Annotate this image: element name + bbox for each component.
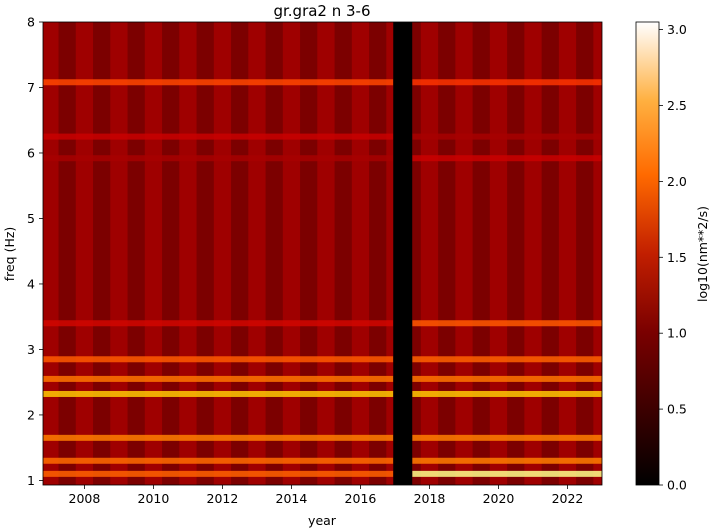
x-tick-label: 2018 xyxy=(414,491,446,506)
colorbar-tick-label: 2.0 xyxy=(667,174,687,189)
colorbar-tick-label: 0.5 xyxy=(667,402,687,417)
freq-band xyxy=(43,434,394,441)
x-axis-label: year xyxy=(308,513,337,528)
x-axis: 2008 2010 2012 2014 2016 2018 2020 2022 xyxy=(69,485,584,506)
season-stripe xyxy=(369,22,387,485)
freq-band xyxy=(43,470,394,477)
y-axis: 1 2 3 4 5 6 7 8 xyxy=(27,15,43,488)
heatmap-background xyxy=(43,22,602,485)
season-stripe xyxy=(127,22,145,485)
x-tick-label: 2022 xyxy=(552,491,584,506)
freq-band xyxy=(43,356,394,363)
season-stripe xyxy=(265,22,283,485)
freq-band xyxy=(412,457,602,464)
colorbar-tick-label: 2.5 xyxy=(667,98,687,113)
freq-band xyxy=(412,375,602,382)
y-tick-label: 5 xyxy=(27,211,35,226)
freq-band xyxy=(412,155,602,162)
freq-band xyxy=(43,457,394,464)
season-stripe xyxy=(438,22,456,485)
season-stripe xyxy=(541,22,559,485)
freq-band xyxy=(43,390,394,397)
season-stripe xyxy=(300,22,318,485)
colorbar-tick-label: 1.5 xyxy=(667,250,687,265)
x-tick-label: 2016 xyxy=(345,491,377,506)
freq-band xyxy=(412,79,602,86)
y-tick-label: 3 xyxy=(27,342,35,357)
colorbar-tick-label: 0.0 xyxy=(667,478,687,493)
colorbar: 0.0 0.5 1.0 1.5 2.0 2.5 3.0 log10(nm**2/s) xyxy=(635,21,710,493)
heatmap-frequency-bands xyxy=(43,79,602,477)
season-stripe xyxy=(93,22,111,485)
freq-band xyxy=(43,320,394,327)
season-stripe xyxy=(58,22,76,485)
season-stripe xyxy=(231,22,249,485)
season-stripe xyxy=(334,22,352,485)
colorbar-label: log10(nm**2/s) xyxy=(695,206,710,302)
y-tick-label: 7 xyxy=(27,80,35,95)
data-gap xyxy=(393,22,413,485)
season-stripe xyxy=(507,22,525,485)
season-stripe xyxy=(472,22,490,485)
freq-band xyxy=(412,320,602,327)
colorbar-ticks: 0.0 0.5 1.0 1.5 2.0 2.5 3.0 xyxy=(659,22,687,493)
colorbar-gradient xyxy=(635,21,660,486)
colorbar-tick-label: 1.0 xyxy=(667,326,687,341)
season-stripe xyxy=(611,22,628,485)
freq-band xyxy=(412,470,602,477)
chart-title: gr.gra2 n 3-6 xyxy=(273,2,370,20)
season-stripe xyxy=(162,22,180,485)
y-tick-label: 8 xyxy=(27,15,35,30)
y-tick-label: 6 xyxy=(27,145,35,160)
x-tick-label: 2014 xyxy=(276,491,308,506)
y-tick-label: 2 xyxy=(27,407,35,422)
x-tick-label: 2012 xyxy=(207,491,239,506)
freq-band xyxy=(43,375,394,382)
colorbar-tick-label: 3.0 xyxy=(667,22,687,37)
x-tick-label: 2008 xyxy=(69,491,101,506)
x-tick-label: 2020 xyxy=(483,491,515,506)
freq-band xyxy=(412,133,602,140)
plot-frame xyxy=(42,21,603,486)
freq-band xyxy=(43,79,394,86)
y-axis-label: freq (Hz) xyxy=(2,227,17,282)
y-tick-label: 1 xyxy=(27,473,35,488)
heatmap-plot-area xyxy=(43,22,628,485)
season-stripe xyxy=(576,22,594,485)
x-tick-label: 2010 xyxy=(138,491,170,506)
y-tick-label: 4 xyxy=(27,276,35,291)
freq-band xyxy=(412,356,602,363)
freq-band xyxy=(412,434,602,441)
freq-band xyxy=(412,390,602,397)
freq-band xyxy=(43,133,394,140)
freq-band xyxy=(43,155,394,162)
season-stripe xyxy=(196,22,214,485)
